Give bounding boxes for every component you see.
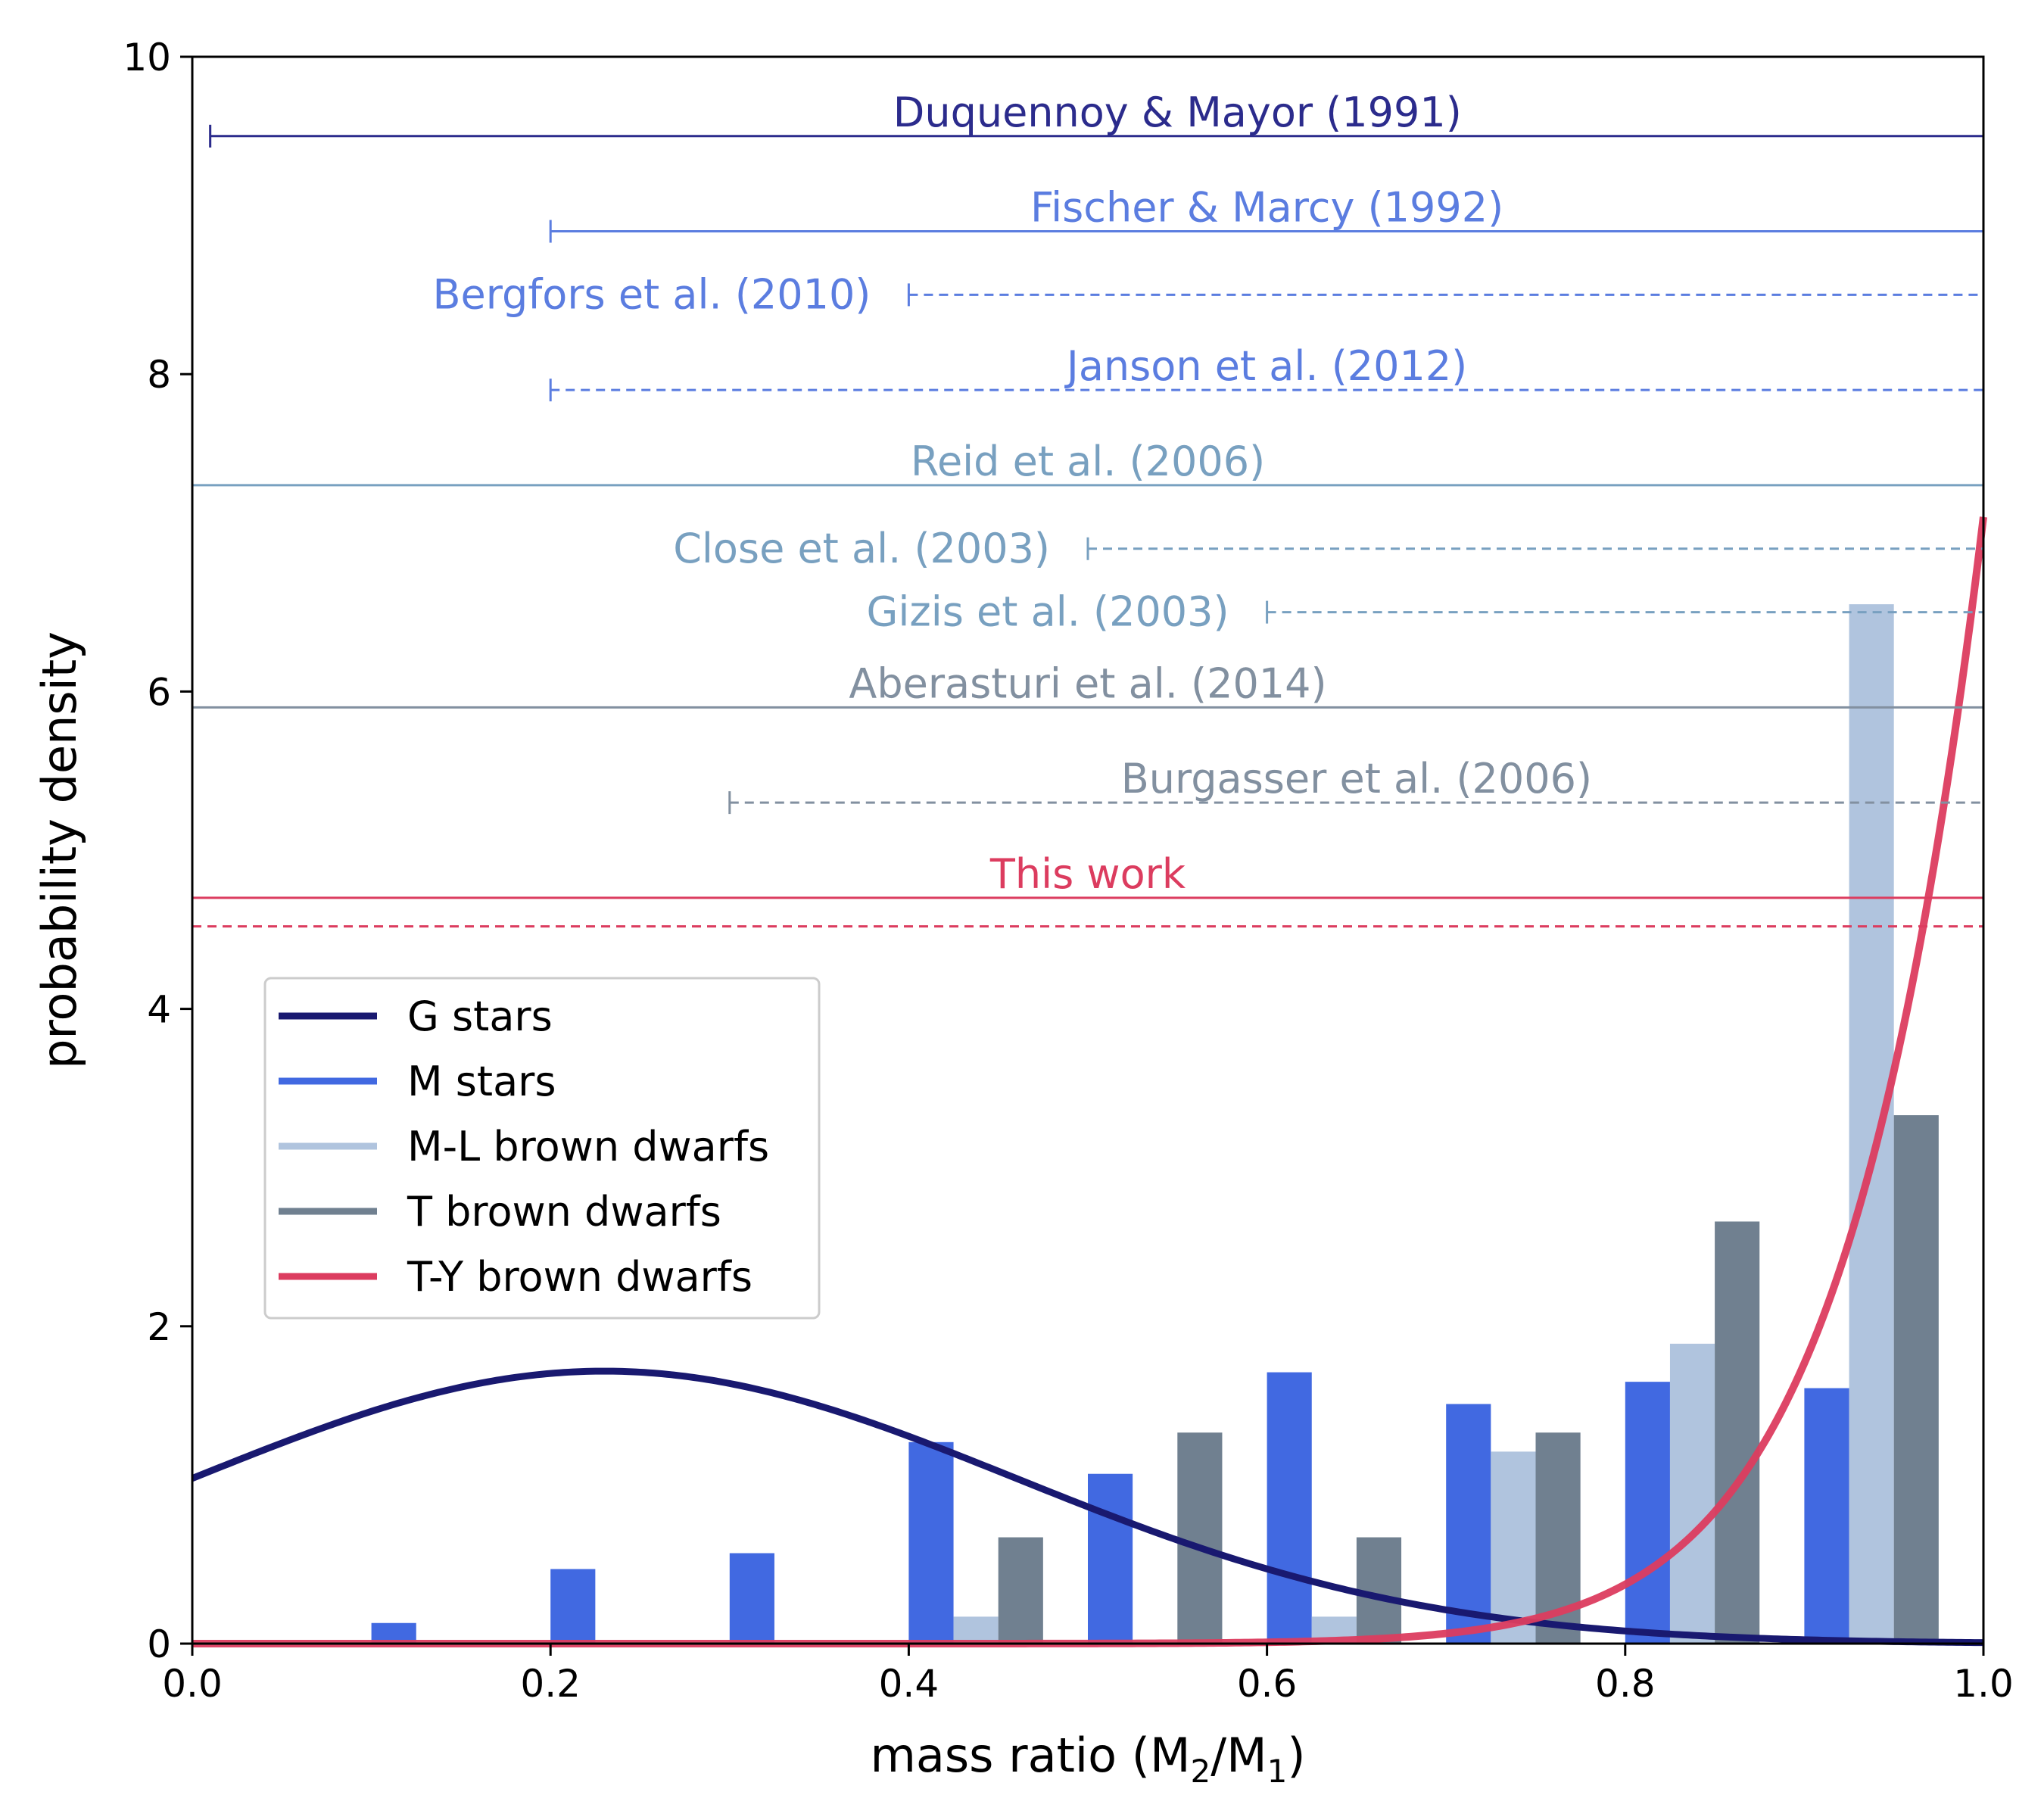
bar-m-l-brown-dwarfs-bin-7 xyxy=(1491,1451,1536,1644)
ref-label-close-et-al-2003: Close et al. (2003) xyxy=(673,525,1050,572)
ref-label-aberasturi-et-al-2014: Aberasturi et al. (2014) xyxy=(849,659,1326,707)
axis-ticks: 0.0 0.2 0.4 0.6 0.8 1.0 0 2 4 6 8 10 xyxy=(123,36,2013,1706)
bar-m-stars-bin-3 xyxy=(729,1553,774,1644)
bar-m-stars-bin-5 xyxy=(1088,1473,1133,1644)
legend-label-m-stars: M stars xyxy=(407,1058,556,1105)
x-tick-label: 0.0 xyxy=(162,1662,223,1706)
plot-frame xyxy=(191,55,1985,1645)
bar-t-brown-dwarfs-bin-5 xyxy=(1177,1432,1223,1644)
bar-t-brown-dwarfs-bin-4 xyxy=(998,1537,1043,1644)
ref-label-janson-et-al-2012: Janson et al. (2012) xyxy=(1064,342,1467,390)
bar-m-l-brown-dwarfs-bin-8 xyxy=(1669,1343,1715,1644)
y-tick-label: 10 xyxy=(123,36,171,79)
bar-m-stars-bin-9 xyxy=(1804,1388,1849,1644)
y-tick-label: 6 xyxy=(147,670,171,714)
legend-box xyxy=(263,977,821,1320)
bar-m-stars-bin-2 xyxy=(550,1569,596,1644)
ref-label-reid-et-al-2006: Reid et al. (2006) xyxy=(911,438,1265,485)
y-axis-label: probability density xyxy=(32,631,87,1069)
bar-t-brown-dwarfs-bin-8 xyxy=(1715,1221,1760,1644)
curve-g-stars xyxy=(191,1367,1984,1647)
bar-m-stars-bin-4 xyxy=(908,1441,954,1644)
x-tick-label: 0.8 xyxy=(1595,1662,1656,1706)
ref-label-gizis-et-al-2003: Gizis et al. (2003) xyxy=(867,588,1229,636)
y-tick-label: 8 xyxy=(147,353,171,397)
ref-label-fischer-and-marcy-1992: Fischer & Marcy (1992) xyxy=(1030,184,1503,232)
legend-label-g-stars: G stars xyxy=(407,993,553,1040)
x-tick-label: 0.4 xyxy=(879,1662,939,1706)
bar-m-stars-bin-6 xyxy=(1267,1372,1312,1644)
x-axis-label: mass ratio (M2/M1) xyxy=(870,1728,1305,1790)
legend-label-t-y-brown-dwarfs: T-Y brown dwarfs xyxy=(407,1253,752,1301)
histogram-bars xyxy=(371,604,1939,1644)
x-tick-label: 1.0 xyxy=(1953,1662,2014,1706)
bar-m-l-brown-dwarfs-bin-4 xyxy=(953,1616,999,1644)
reference-ranges: Duquennoy & Mayor (1991) Fischer & Marcy … xyxy=(191,89,1985,938)
y-tick-label: 2 xyxy=(147,1305,171,1349)
y-tick-label: 0 xyxy=(147,1622,171,1666)
legend: G stars M stars M-L brown dwarfs T brown dw… xyxy=(263,977,821,1320)
legend-label-t-brown-dwarfs: T brown dwarfs xyxy=(407,1188,721,1236)
bar-m-stars-bin-7 xyxy=(1446,1404,1491,1644)
ref-label-this-work: This work xyxy=(989,850,1186,898)
bar-m-stars-bin-8 xyxy=(1625,1382,1670,1644)
bar-t-brown-dwarfs-bin-9 xyxy=(1893,1115,1939,1644)
ref-label-burgasser-et-al-2006: Burgasser et al. (2006) xyxy=(1121,755,1592,803)
x-tick-label: 0.6 xyxy=(1237,1662,1298,1706)
y-tick-label: 4 xyxy=(147,988,171,1032)
legend-label-m-l-brown-dwarfs: M-L brown dwarfs xyxy=(407,1123,769,1170)
x-tick-label: 0.2 xyxy=(520,1662,581,1706)
ref-label-bergfors-et-al-2010: Bergfors et al. (2010) xyxy=(432,270,871,318)
ref-label-duquennoy-and-mayor-1991: Duquennoy & Mayor (1991) xyxy=(893,89,1462,136)
bar-m-l-brown-dwarfs-bin-9 xyxy=(1849,604,1894,1644)
